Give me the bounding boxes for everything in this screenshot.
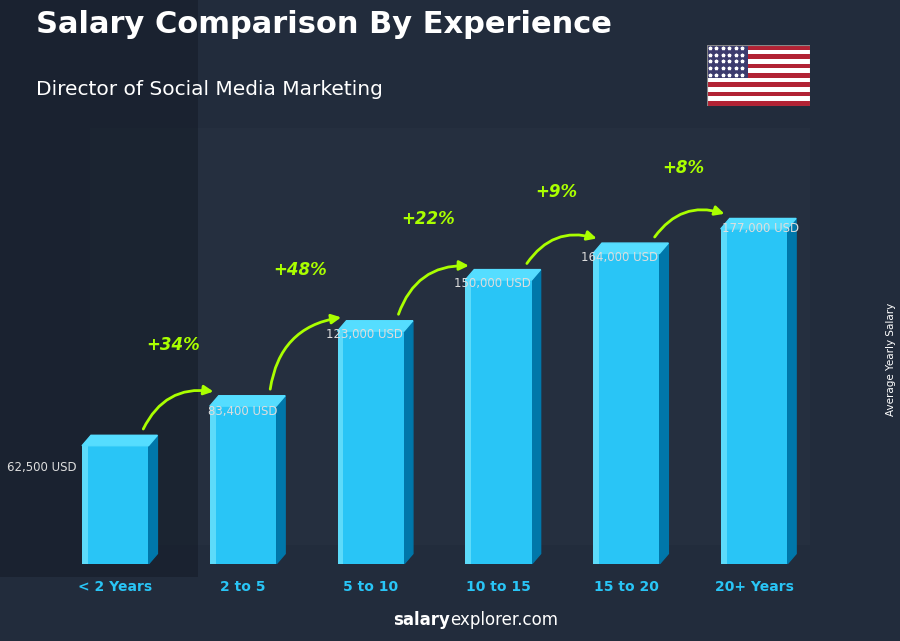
Bar [706, 45, 748, 78]
Polygon shape [276, 395, 285, 564]
Bar [706, 96, 810, 101]
Polygon shape [148, 435, 157, 564]
Text: 10 to 15: 10 to 15 [466, 580, 531, 594]
Bar [90, 128, 810, 545]
Polygon shape [404, 320, 413, 564]
Bar [706, 63, 810, 69]
Bar [82, 445, 88, 564]
Polygon shape [82, 435, 158, 445]
Text: 2 to 5: 2 to 5 [220, 580, 266, 594]
Polygon shape [210, 395, 285, 406]
Text: 123,000 USD: 123,000 USD [326, 328, 403, 341]
Text: Average Yearly Salary: Average Yearly Salary [886, 303, 896, 415]
Bar [210, 406, 276, 564]
Text: 20+ Years: 20+ Years [715, 580, 794, 594]
Bar [465, 280, 532, 564]
Text: 83,400 USD: 83,400 USD [208, 405, 278, 418]
Bar [593, 253, 598, 564]
Bar [706, 73, 810, 78]
Bar [706, 69, 810, 73]
Bar [465, 280, 471, 564]
Bar [721, 229, 788, 564]
Bar [338, 331, 343, 564]
Text: 177,000 USD: 177,000 USD [722, 222, 799, 235]
Text: explorer.com: explorer.com [450, 612, 558, 629]
Bar [706, 101, 810, 106]
Text: 15 to 20: 15 to 20 [594, 580, 659, 594]
Polygon shape [721, 219, 796, 229]
Text: +48%: +48% [274, 261, 328, 279]
Bar [706, 87, 810, 92]
Bar [706, 78, 810, 82]
Polygon shape [338, 320, 413, 331]
Polygon shape [465, 270, 541, 280]
Bar [706, 92, 810, 96]
Text: +34%: +34% [146, 336, 200, 354]
Text: +8%: +8% [662, 159, 705, 177]
Bar [0, 0, 198, 577]
Text: Director of Social Media Marketing: Director of Social Media Marketing [36, 80, 382, 99]
Bar [338, 331, 404, 564]
Polygon shape [593, 243, 669, 253]
Bar [593, 253, 660, 564]
Bar [210, 406, 215, 564]
Text: salary: salary [393, 612, 450, 629]
Bar [706, 59, 810, 63]
Bar [82, 445, 148, 564]
Bar [706, 49, 810, 54]
Bar [706, 82, 810, 87]
Text: 62,500 USD: 62,500 USD [7, 461, 77, 474]
Text: +22%: +22% [401, 210, 455, 228]
Bar [721, 229, 726, 564]
Text: +9%: +9% [535, 183, 577, 201]
Text: 150,000 USD: 150,000 USD [454, 277, 530, 290]
Polygon shape [532, 270, 541, 564]
Text: < 2 Years: < 2 Years [78, 580, 152, 594]
Text: 164,000 USD: 164,000 USD [581, 251, 659, 263]
Polygon shape [788, 219, 796, 564]
Bar [706, 45, 810, 49]
Text: 5 to 10: 5 to 10 [343, 580, 399, 594]
Polygon shape [660, 243, 669, 564]
Bar [706, 54, 810, 59]
Text: Salary Comparison By Experience: Salary Comparison By Experience [36, 10, 612, 38]
